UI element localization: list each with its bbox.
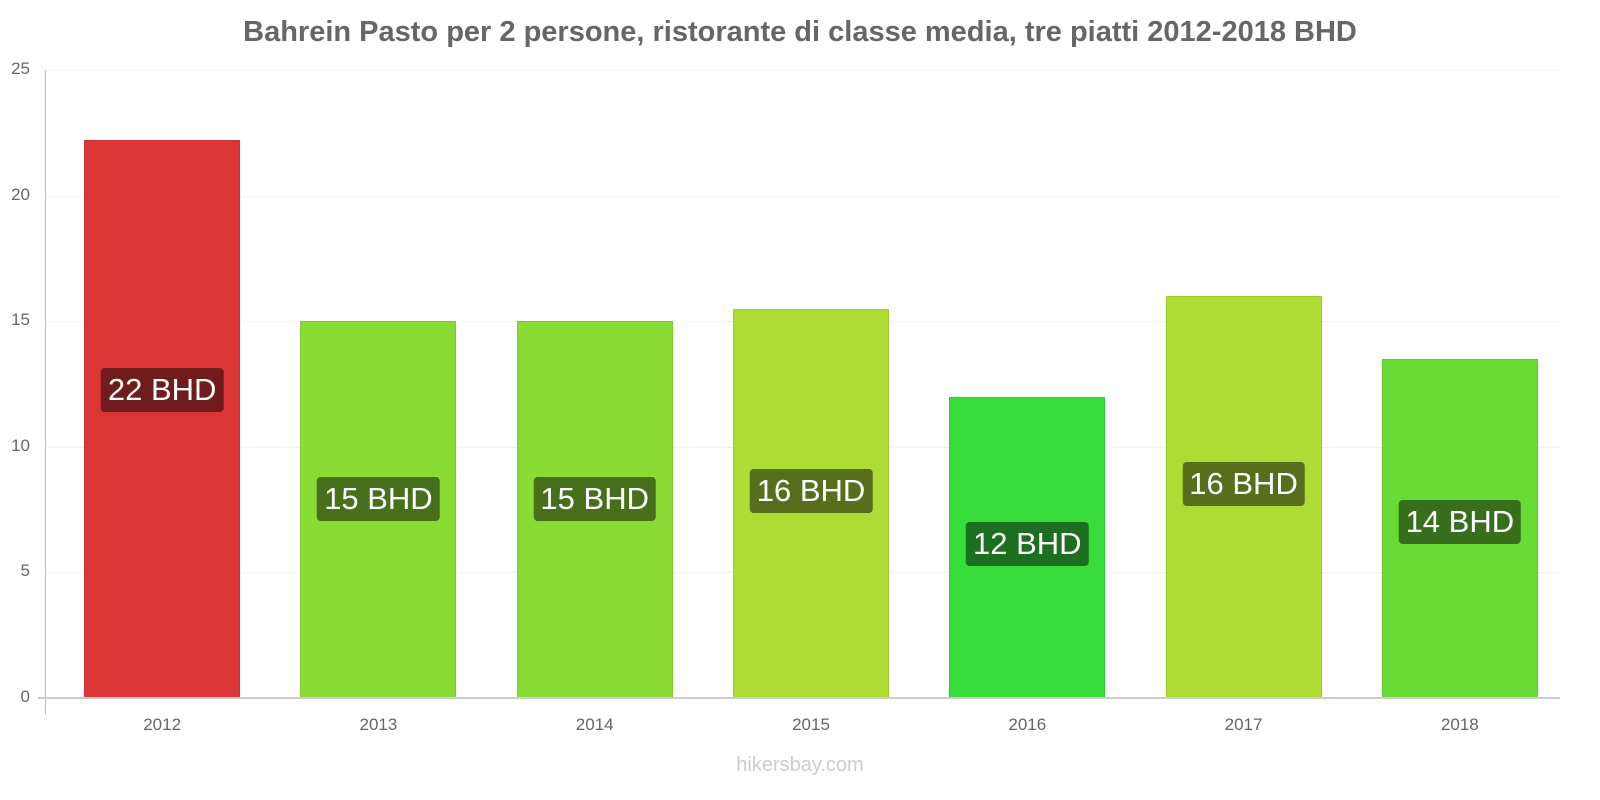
- y-tick-label: 0: [20, 687, 30, 706]
- x-tick-label: 2015: [792, 715, 830, 734]
- x-tick-label: 2016: [1008, 715, 1047, 734]
- data-label: 15 BHD: [317, 476, 440, 521]
- data-label: 16 BHD: [749, 469, 873, 514]
- y-tick-label: 20: [11, 184, 30, 204]
- bar-2014[interactable]: 15 BHD: [516, 321, 673, 698]
- bar-2012[interactable]: 22 BHD: [84, 140, 241, 698]
- bar-2013[interactable]: 15 BHD: [300, 321, 457, 698]
- plot-area: 22 BHD 15 BHD 15 BHD 16 BHD 12 BHD 16 BHD 14 B…: [46, 70, 1560, 698]
- x-tick-label: 2017: [1224, 715, 1263, 734]
- data-label: 15 BHD: [533, 476, 656, 521]
- y-tick-label: 25: [11, 59, 30, 78]
- gridline: [46, 70, 1560, 71]
- data-label: 14 BHD: [1398, 499, 1522, 544]
- y-tick-label: 5: [20, 561, 30, 581]
- bar-2017[interactable]: 16 BHD: [1165, 296, 1322, 698]
- x-tick-label: 2012: [143, 715, 182, 734]
- gridline: [46, 195, 1560, 197]
- data-label: 22 BHD: [100, 368, 224, 413]
- x-axis-line: [38, 697, 1560, 699]
- watermark: hikersbay.com: [736, 754, 864, 776]
- bar-2016[interactable]: 12 BHD: [949, 396, 1106, 698]
- y-axis-line: [45, 70, 46, 714]
- x-tick-label: 2013: [359, 715, 398, 734]
- bar-2015[interactable]: 16 BHD: [733, 308, 889, 698]
- chart-title: Bahrein Pasto per 2 persone, ristorante …: [243, 16, 1357, 48]
- y-tick-label: 15: [11, 310, 30, 330]
- data-label: 16 BHD: [1182, 461, 1305, 506]
- x-tick-label: 2018: [1440, 715, 1479, 734]
- x-tick-label: 2014: [575, 715, 614, 734]
- data-label: 12 BHD: [966, 522, 1089, 567]
- y-tick-label: 10: [11, 435, 30, 455]
- bar-2018[interactable]: 14 BHD: [1381, 358, 1538, 698]
